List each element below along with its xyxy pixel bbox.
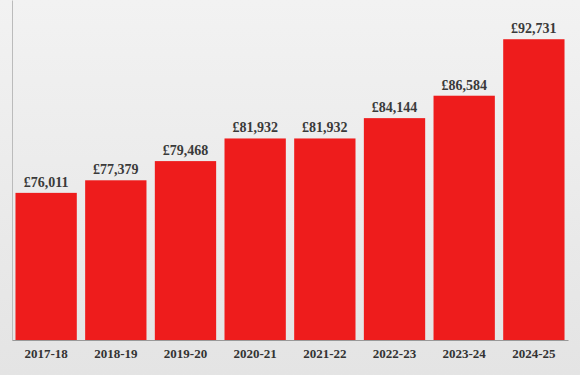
bar <box>294 138 355 340</box>
x-tick: 2020-21 <box>233 340 276 361</box>
x-tick: 2022-23 <box>373 340 417 361</box>
y-axis-line <box>12 1 13 341</box>
x-axis-line <box>13 340 569 341</box>
bar <box>155 161 216 340</box>
bars <box>15 39 564 340</box>
x-tick-label: 2018-19 <box>94 346 138 361</box>
x-tick-label: 2020-21 <box>233 346 276 361</box>
bar <box>85 180 146 340</box>
x-tick: 2021-22 <box>303 340 346 361</box>
bar <box>434 96 495 340</box>
data-label: £86,584 <box>441 78 487 93</box>
data-label: £81,932 <box>232 120 278 135</box>
x-tick-label: 2019-20 <box>164 346 207 361</box>
data-label: £76,011 <box>24 175 69 190</box>
x-tick-label: 2017-18 <box>24 346 68 361</box>
data-label: £92,731 <box>511 21 557 36</box>
bar <box>503 39 564 340</box>
bar <box>364 118 425 340</box>
background <box>0 0 580 375</box>
x-tick-label: 2024-25 <box>512 346 556 361</box>
y-axis <box>12 1 13 341</box>
data-label: £81,932 <box>302 120 348 135</box>
x-tick: 2024-25 <box>512 340 556 361</box>
data-labels: £76,011 £77,379 £79,468 £81,932 £81,932 £84,1… <box>24 21 557 190</box>
data-label: £77,379 <box>93 162 139 177</box>
x-tick: 2018-19 <box>94 340 138 361</box>
x-axis: 2017-18 2018-19 2019-20 2020-21 2021-22 2022-… <box>13 340 569 361</box>
x-tick-label: 2022-23 <box>373 346 417 361</box>
bar <box>15 193 76 340</box>
plot: £76,011 £77,379 £79,468 £81,932 £81,932 £84,1… <box>13 1 569 362</box>
data-label: £84,144 <box>372 100 418 115</box>
bar <box>225 138 286 340</box>
data-label: £79,468 <box>163 143 209 158</box>
chart: £76,011 £77,379 £79,468 £81,932 £81,932 £84,1… <box>0 0 580 375</box>
x-tick: 2019-20 <box>164 340 207 361</box>
x-tick: 2023-24 <box>443 340 487 361</box>
x-tick: 2017-18 <box>24 340 68 361</box>
x-tick-label: 2023-24 <box>443 346 487 361</box>
x-tick-label: 2021-22 <box>303 346 346 361</box>
